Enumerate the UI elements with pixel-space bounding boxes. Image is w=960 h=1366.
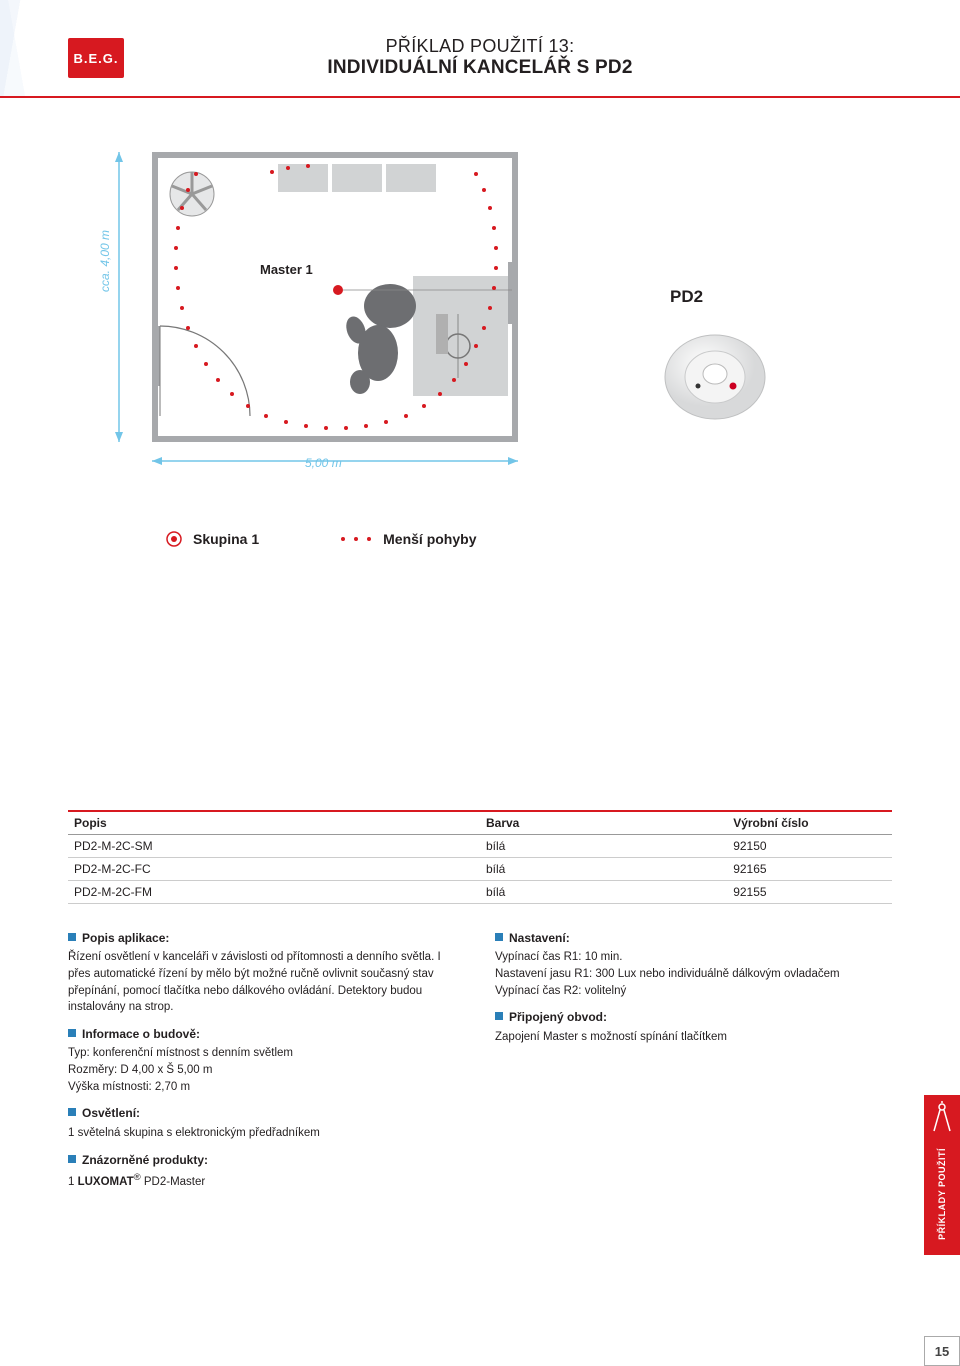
section-heading: Znázorněné produkty:: [68, 1152, 465, 1169]
cell: bílá: [480, 835, 727, 858]
col-cislo: Výrobní číslo: [727, 811, 892, 835]
dim-label-v: cca. 4,00 m: [98, 230, 112, 292]
legend: Skupina 1 Menší pohyby: [165, 530, 477, 548]
h-text: Znázorněné produkty:: [82, 1153, 208, 1167]
room-plan: [152, 152, 518, 442]
section-body: Řízení osvětlení v kanceláři v závislost…: [68, 949, 465, 1016]
cell: bílá: [480, 881, 727, 904]
info-columns: Popis aplikace: Řízení osvětlení v kance…: [68, 920, 892, 1190]
dim-arrow-vertical: [110, 152, 128, 442]
section-heading: Osvětlení:: [68, 1105, 465, 1122]
section-body: Nastavení jasu R1: 300 Lux nebo individu…: [495, 966, 892, 983]
page-title: PŘÍKLAD POUŽITÍ 13: INDIVIDUÁLNÍ KANCELÁ…: [0, 36, 960, 79]
pd2-label: PD2: [670, 287, 703, 307]
brand: LUXOMAT: [78, 1176, 134, 1188]
cell: 92155: [727, 881, 892, 904]
legend-group1: Skupina 1: [165, 530, 259, 548]
legend-motion-icon: [339, 534, 373, 544]
legend-group1-icon: [165, 530, 183, 548]
section-heading: Připojený obvod:: [495, 1009, 892, 1026]
cell: 92150: [727, 835, 892, 858]
section-heading: Informace o budově:: [68, 1026, 465, 1043]
legend-group1-label: Skupina 1: [193, 531, 259, 547]
title-line-2: INDIVIDUÁLNÍ KANCELÁŘ S PD2: [0, 57, 960, 79]
section-heading: Popis aplikace:: [68, 930, 465, 947]
side-tab-label: PŘÍKLADY POUŽITÍ: [937, 1148, 947, 1240]
h-text: Připojený obvod:: [509, 1010, 607, 1024]
section-body: Výška místnosti: 2,70 m: [68, 1079, 465, 1096]
sensor-illustration: [660, 322, 770, 422]
section-body: Rozměry: D 4,00 x Š 5,00 m: [68, 1062, 465, 1079]
table-row: PD2-M-2C-FC bílá 92165: [68, 858, 892, 881]
h-text: Popis aplikace:: [82, 931, 169, 945]
section-body: 1 LUXOMAT® PD2-Master: [68, 1171, 465, 1191]
content-block: Popis Barva Výrobní číslo PD2-M-2C-SM bí…: [68, 810, 892, 1190]
txt: 1: [68, 1176, 78, 1188]
cell: PD2-M-2C-SM: [68, 835, 480, 858]
section-body: Vypínací čas R1: 10 min.: [495, 949, 892, 966]
cell: PD2-M-2C-FM: [68, 881, 480, 904]
right-column: Nastavení: Vypínací čas R1: 10 min. Nast…: [495, 920, 892, 1190]
title-line-1: PŘÍKLAD POUŽITÍ 13:: [0, 36, 960, 57]
product-table: Popis Barva Výrobní číslo PD2-M-2C-SM bí…: [68, 810, 892, 904]
h-text: Informace o budově:: [82, 1027, 200, 1041]
txt: PD2-Master: [141, 1176, 206, 1188]
diagram: cca. 4,00 m: [110, 152, 630, 442]
h-text: Nastavení:: [509, 931, 570, 945]
cell: PD2-M-2C-FC: [68, 858, 480, 881]
legend-motion-label: Menší pohyby: [383, 531, 476, 547]
section-body: Zapojení Master s možností spínání tlačí…: [495, 1029, 892, 1046]
cell: bílá: [480, 858, 727, 881]
section-body: 1 světelná skupina s elektronickým předř…: [68, 1125, 465, 1142]
page-number: 15: [924, 1336, 960, 1366]
legend-motion: Menší pohyby: [339, 531, 476, 547]
master-label: Master 1: [260, 262, 313, 277]
room-svg: [158, 158, 512, 436]
dim-label-h: 5,00 m: [305, 456, 342, 470]
table-row: PD2-M-2C-FM bílá 92155: [68, 881, 892, 904]
side-tab: PŘÍKLADY POUŽITÍ: [924, 1095, 960, 1255]
left-column: Popis aplikace: Řízení osvětlení v kance…: [68, 920, 465, 1190]
section-body: Vypínací čas R2: volitelný: [495, 983, 892, 1000]
col-popis: Popis: [68, 811, 480, 835]
h-text: Osvětlení:: [82, 1106, 140, 1120]
compass-icon: [929, 1101, 955, 1135]
section-heading: Nastavení:: [495, 930, 892, 947]
cell: 92165: [727, 858, 892, 881]
table-row: PD2-M-2C-SM bílá 92150: [68, 835, 892, 858]
col-barva: Barva: [480, 811, 727, 835]
section-body: Typ: konferenční místnost s denním světl…: [68, 1045, 465, 1062]
